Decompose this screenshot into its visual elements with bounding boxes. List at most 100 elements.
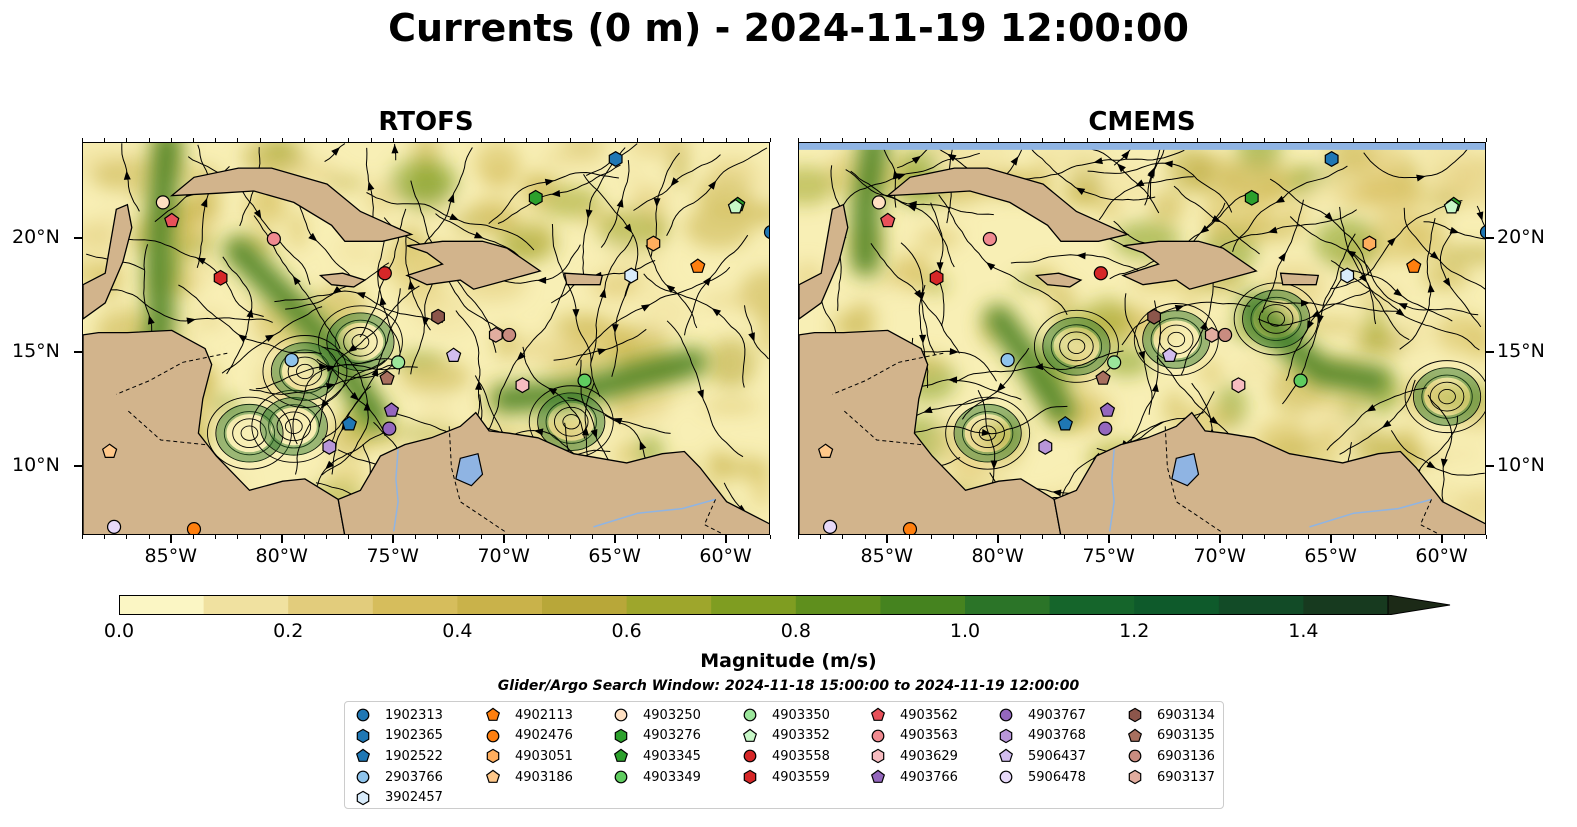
legend-marker <box>999 708 1013 722</box>
legend-label: 4903559 <box>772 769 830 785</box>
x-tick-label: 65°W <box>588 545 641 567</box>
legend-label: 4903349 <box>643 769 701 785</box>
minor-tick <box>1397 138 1399 142</box>
y-tick-mark <box>74 236 82 239</box>
minor-tick <box>681 535 683 539</box>
minor-tick <box>820 535 822 539</box>
float-4902476-marker <box>902 522 918 534</box>
minor-tick <box>259 535 261 539</box>
legend-label: 4902113 <box>515 707 573 723</box>
minor-tick <box>215 138 217 142</box>
legend-marker <box>614 708 628 722</box>
minor-tick <box>1175 535 1177 539</box>
x-tick-mark <box>996 535 999 543</box>
legend-item: 4903559 <box>742 767 830 787</box>
float-4903349-marker <box>577 373 592 388</box>
float-4902113-marker <box>690 258 706 273</box>
float-legend: 1902313 1902365 1902522 2903766 3902457 49021… <box>344 701 1224 809</box>
colorbar-tick-label: 0.4 <box>442 620 473 642</box>
minor-tick <box>953 138 955 142</box>
minor-tick <box>548 535 550 539</box>
magnitude-colorbar <box>119 595 1451 615</box>
minor-tick <box>215 535 217 539</box>
minor-tick <box>259 138 261 142</box>
minor-tick <box>548 138 550 142</box>
minor-tick <box>636 535 638 539</box>
float-4903276-marker <box>1244 189 1259 206</box>
minor-tick <box>770 535 771 539</box>
float-4903562-marker <box>880 212 896 228</box>
legend-item: 1902365 <box>355 726 443 746</box>
panel-title-rtofs: RTOFS <box>378 107 474 137</box>
legend-label: 4902476 <box>515 728 573 744</box>
x-tick-label: 75°W <box>1082 545 1135 567</box>
float-5906437-marker <box>445 347 462 362</box>
minor-tick <box>975 138 977 142</box>
legend-item: 4903563 <box>870 726 958 746</box>
legend-item: 6903135 <box>1127 726 1215 746</box>
minor-tick <box>126 138 128 142</box>
minor-tick <box>1153 138 1155 142</box>
minor-tick <box>148 535 150 539</box>
minor-tick <box>525 535 527 539</box>
minor-tick <box>1286 535 1288 539</box>
minor-tick <box>1197 138 1199 142</box>
legend-marker <box>742 728 758 742</box>
map-panel-cmems <box>798 142 1486 535</box>
legend-label: 6903137 <box>1157 769 1215 785</box>
x-tick-label: 65°W <box>1304 545 1357 567</box>
minor-tick <box>1153 535 1155 539</box>
legend-label: 4903350 <box>772 707 830 723</box>
minor-tick <box>1308 535 1310 539</box>
land-jamaica <box>1034 272 1083 288</box>
legend-item: 6903137 <box>1127 767 1215 787</box>
float-3902457-marker <box>624 267 639 284</box>
float-4903350-marker <box>1107 355 1122 370</box>
y-tick-label-left: 10°N <box>12 454 60 477</box>
float-6903134-marker <box>431 308 445 325</box>
legend-marker <box>871 749 885 764</box>
float-4903051-marker <box>1362 235 1377 252</box>
legend-label: 1902313 <box>385 707 443 723</box>
minor-tick <box>1042 535 1044 539</box>
minor-tick <box>770 138 771 142</box>
minor-tick <box>592 535 594 539</box>
legend-marker <box>356 770 370 784</box>
minor-tick <box>82 138 83 142</box>
float-4903276-marker <box>528 189 543 206</box>
minor-tick <box>614 138 616 142</box>
legend-marker <box>870 707 886 721</box>
minor-tick <box>864 535 866 539</box>
legend-marker <box>870 769 886 783</box>
x-tick-label: 85°W <box>860 545 913 567</box>
minor-tick <box>570 535 572 539</box>
colorbar-tick-label: 1.4 <box>1288 620 1319 642</box>
x-tick-mark <box>885 535 888 543</box>
float-4903766-marker <box>383 402 400 417</box>
legend-label: 4903563 <box>900 728 958 744</box>
minor-tick <box>170 535 172 539</box>
minor-tick <box>1130 535 1132 539</box>
legend-label: 1902522 <box>385 748 443 764</box>
minor-tick <box>1264 138 1266 142</box>
minor-tick <box>747 138 749 142</box>
legend-marker <box>485 769 501 783</box>
colorbar-label: Magnitude (m/s) <box>700 650 877 672</box>
float-4902476-marker <box>186 522 202 534</box>
minor-tick <box>1197 535 1199 539</box>
colorbar-bin <box>711 595 797 615</box>
land-southAmerica <box>1053 411 1485 534</box>
float-4903767-marker <box>1098 421 1113 436</box>
legend-item: 3902457 <box>355 788 443 808</box>
colorbar-bin <box>1134 595 1220 615</box>
colorbar-bin <box>457 595 543 615</box>
minor-tick <box>1419 138 1421 142</box>
legend-item: 4902476 <box>485 726 573 746</box>
float-6903134-marker <box>1147 308 1161 325</box>
legend-label: 4903345 <box>643 748 701 764</box>
colorbar-bin <box>1049 595 1135 615</box>
y-tick-mark <box>1486 236 1494 239</box>
legend-marker <box>355 749 371 763</box>
minor-tick <box>886 138 888 142</box>
minor-tick <box>1352 138 1354 142</box>
